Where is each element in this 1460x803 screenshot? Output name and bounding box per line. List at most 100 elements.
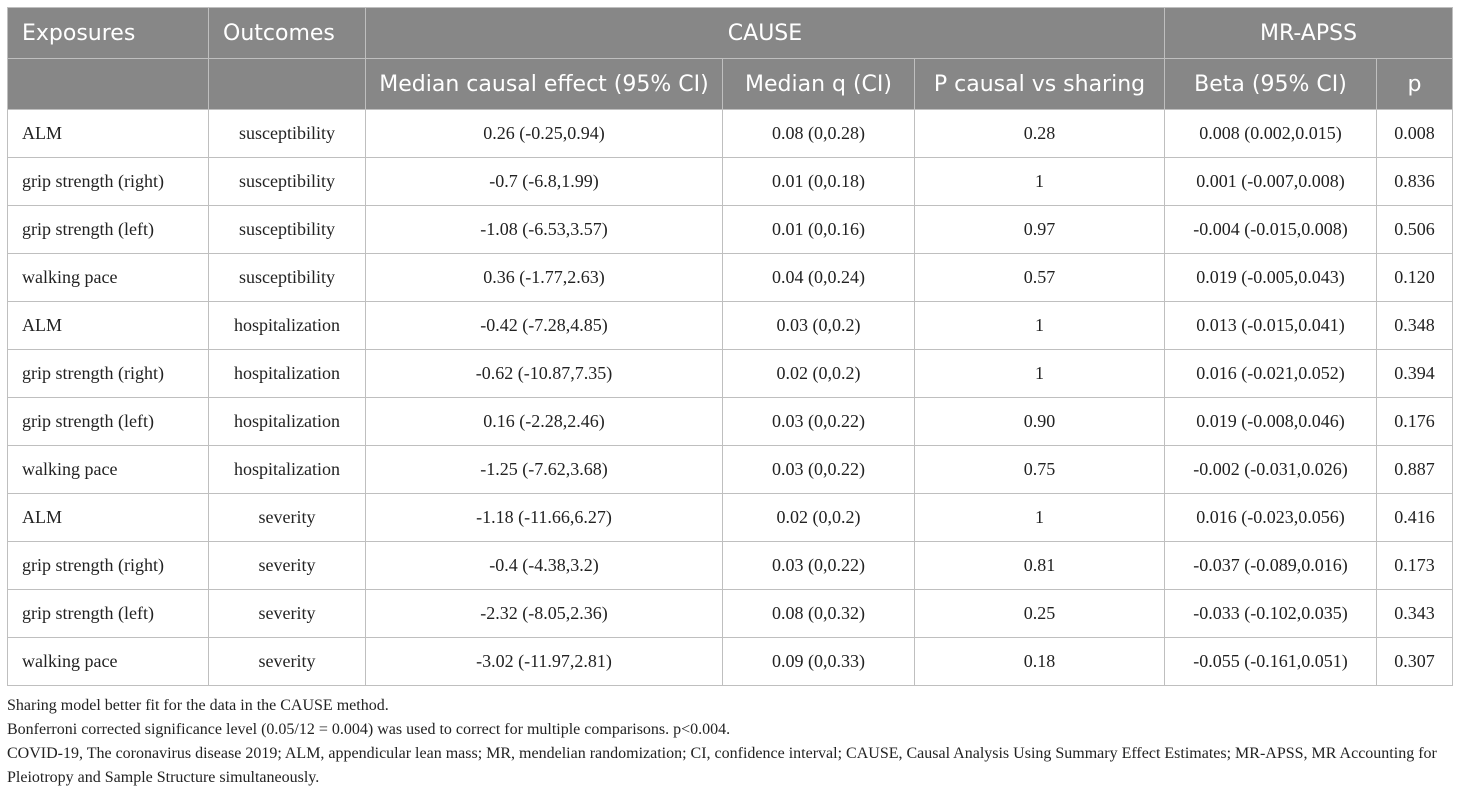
- footnote: Bonferroni corrected significance level …: [7, 721, 731, 738]
- cell-exposure: grip strength (right): [7, 541, 209, 590]
- header-p: p: [1375, 58, 1454, 110]
- cell-p-causal-vs-sharing: 0.81: [914, 541, 1165, 590]
- cell-median-causal-effect: -1.18 (-11.66,6.27): [365, 493, 723, 542]
- cell-outcome: susceptibility: [208, 253, 366, 302]
- cell-median-q: 0.02 (0,0.2): [722, 349, 915, 398]
- cell-outcome: hospitalization: [208, 301, 366, 350]
- header-median-q: Median q (CI): [722, 58, 915, 110]
- cell-median-causal-effect: -0.62 (-10.87,7.35): [365, 349, 723, 398]
- cell-median-causal-effect: -2.32 (-8.05,2.36): [365, 589, 723, 638]
- cell-beta: 0.016 (-0.021,0.052): [1164, 349, 1377, 398]
- cell-exposure: walking pace: [7, 445, 209, 494]
- cell-median-q: 0.01 (0,0.18): [722, 157, 915, 206]
- cell-outcome: hospitalization: [208, 397, 366, 446]
- cell-p-causal-vs-sharing: 1: [914, 301, 1165, 350]
- cell-exposure: grip strength (left): [7, 205, 209, 254]
- cell-median-q: 0.02 (0,0.2): [722, 493, 915, 542]
- header-exposures: Exposures: [7, 7, 209, 59]
- cell-exposure: walking pace: [7, 253, 209, 302]
- cell-median-q: 0.03 (0,0.22): [722, 445, 915, 494]
- table-row: ALM hospitalization -0.42 (-7.28,4.85) 0.03…: [7, 301, 1454, 350]
- header-median-causal-effect: Median causal effect (95% CI): [365, 58, 723, 110]
- cell-beta: -0.055 (-0.161,0.051): [1164, 637, 1377, 686]
- footnote: COVID-19, The coronavirus disease 2019; …: [7, 745, 1437, 786]
- cell-exposure: ALM: [7, 493, 209, 542]
- header-p-causal-vs-sharing: P causal vs sharing: [914, 58, 1165, 110]
- table-row: grip strength (right) severity -0.4 (-4.38…: [7, 541, 1454, 590]
- cell-outcome: susceptibility: [208, 157, 366, 206]
- cell-exposure: walking pace: [7, 637, 209, 686]
- cell-p: 0.120: [1375, 253, 1454, 302]
- cell-p: 0.173: [1375, 541, 1454, 590]
- cell-median-q: 0.09 (0,0.33): [722, 637, 915, 686]
- table-row: grip strength (left) severity -2.32 (-8.05…: [7, 589, 1454, 638]
- cell-exposure: grip strength (right): [7, 157, 209, 206]
- cell-median-causal-effect: -1.25 (-7.62,3.68): [365, 445, 723, 494]
- cell-beta: -0.002 (-0.031,0.026): [1164, 445, 1377, 494]
- header-cause: CAUSE: [365, 7, 1165, 59]
- cell-median-causal-effect: -0.7 (-6.8,1.99): [365, 157, 723, 206]
- table-header: Exposures Outcomes CAUSE MR-APSS Median …: [7, 7, 1454, 110]
- cell-beta: 0.019 (-0.008,0.046): [1164, 397, 1377, 446]
- cell-p-causal-vs-sharing: 1: [914, 493, 1165, 542]
- cell-p: 0.348: [1375, 301, 1454, 350]
- cell-median-q: 0.03 (0,0.2): [722, 301, 915, 350]
- cell-outcome: severity: [208, 541, 366, 590]
- cell-beta: -0.037 (-0.089,0.016): [1164, 541, 1377, 590]
- cell-median-q: 0.08 (0,0.28): [722, 109, 915, 158]
- header-beta: Beta (95% CI): [1164, 58, 1377, 110]
- results-table-container: Exposures Outcomes CAUSE MR-APSS Median …: [7, 7, 1454, 790]
- cell-p: 0.416: [1375, 493, 1454, 542]
- results-table: Exposures Outcomes CAUSE MR-APSS Median …: [7, 7, 1454, 686]
- table-row: grip strength (right) hospitalization -0.6…: [7, 349, 1454, 398]
- cell-p-causal-vs-sharing: 0.57: [914, 253, 1165, 302]
- cell-median-causal-effect: -1.08 (-6.53,3.57): [365, 205, 723, 254]
- cell-p-causal-vs-sharing: 0.75: [914, 445, 1165, 494]
- table-row: ALM severity -1.18 (-11.66,6.27) 0.02 (0,0.…: [7, 493, 1454, 542]
- cell-beta: 0.001 (-0.007,0.008): [1164, 157, 1377, 206]
- table-row: grip strength (right) susceptibility -0.7 …: [7, 157, 1454, 206]
- table-row: grip strength (left) hospitalization 0.16 …: [7, 397, 1454, 446]
- cell-outcome: severity: [208, 493, 366, 542]
- cell-beta: 0.019 (-0.005,0.043): [1164, 253, 1377, 302]
- cell-p: 0.836: [1375, 157, 1454, 206]
- cell-median-causal-effect: 0.16 (-2.28,2.46): [365, 397, 723, 446]
- cell-outcome: susceptibility: [208, 205, 366, 254]
- header-row-top: Exposures Outcomes CAUSE MR-APSS: [7, 7, 1454, 59]
- cell-beta: 0.016 (-0.023,0.056): [1164, 493, 1377, 542]
- cell-median-causal-effect: -0.4 (-4.38,3.2): [365, 541, 723, 590]
- cell-p: 0.307: [1375, 637, 1454, 686]
- cell-p: 0.176: [1375, 397, 1454, 446]
- cell-median-q: 0.08 (0,0.32): [722, 589, 915, 638]
- cell-beta: 0.008 (0.002,0.015): [1164, 109, 1377, 158]
- cell-p: 0.008: [1375, 109, 1454, 158]
- table-body: ALM susceptibility 0.26 (-0.25,0.94) 0.08 (…: [7, 109, 1454, 686]
- cell-median-q: 0.03 (0,0.22): [722, 541, 915, 590]
- cell-exposure: grip strength (right): [7, 349, 209, 398]
- cell-beta: 0.013 (-0.015,0.041): [1164, 301, 1377, 350]
- header-empty-exposures: [7, 58, 209, 110]
- table-footnotes: Sharing model better fit for the data in…: [7, 694, 1452, 790]
- cell-outcome: hospitalization: [208, 445, 366, 494]
- cell-beta: -0.033 (-0.102,0.035): [1164, 589, 1377, 638]
- header-row-sub: Median causal effect (95% CI) Median q (…: [7, 58, 1454, 110]
- cell-p-causal-vs-sharing: 1: [914, 157, 1165, 206]
- table-row: grip strength (left) susceptibility -1.08 …: [7, 205, 1454, 254]
- cell-outcome: severity: [208, 637, 366, 686]
- cell-exposure: ALM: [7, 301, 209, 350]
- cell-beta: -0.004 (-0.015,0.008): [1164, 205, 1377, 254]
- cell-p-causal-vs-sharing: 0.28: [914, 109, 1165, 158]
- cell-median-causal-effect: 0.36 (-1.77,2.63): [365, 253, 723, 302]
- cell-outcome: hospitalization: [208, 349, 366, 398]
- cell-p-causal-vs-sharing: 0.97: [914, 205, 1165, 254]
- cell-median-q: 0.04 (0,0.24): [722, 253, 915, 302]
- cell-outcome: severity: [208, 589, 366, 638]
- cell-p-causal-vs-sharing: 0.18: [914, 637, 1165, 686]
- table-row: walking pace severity -3.02 (-11.97,2.81) 0…: [7, 637, 1454, 686]
- table-row: ALM susceptibility 0.26 (-0.25,0.94) 0.08 (…: [7, 109, 1454, 158]
- header-mr-apss: MR-APSS: [1163, 7, 1454, 59]
- header-outcomes: Outcomes: [208, 7, 366, 59]
- cell-median-q: 0.01 (0,0.16): [722, 205, 915, 254]
- cell-p: 0.343: [1375, 589, 1454, 638]
- table-row: walking pace hospitalization -1.25 (-7.62,…: [7, 445, 1454, 494]
